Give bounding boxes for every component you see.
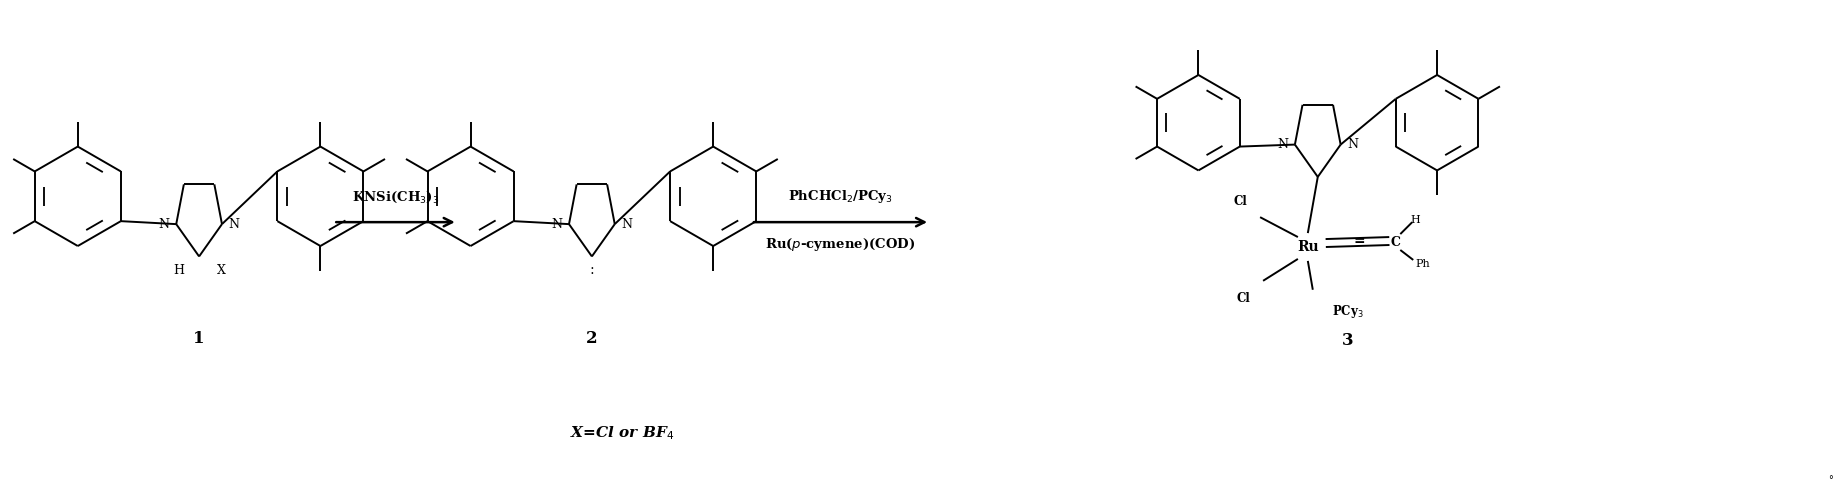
Text: Ru: Ru: [1297, 240, 1319, 254]
Text: °: °: [1828, 475, 1833, 485]
Text: Cl: Cl: [1236, 292, 1249, 305]
Text: PCy$_3$: PCy$_3$: [1332, 303, 1364, 320]
Text: H: H: [1410, 215, 1419, 225]
Text: X: X: [216, 264, 225, 277]
Text: Ru($p$-cymene)(COD): Ru($p$-cymene)(COD): [765, 236, 915, 253]
Text: N: N: [229, 218, 240, 231]
Text: N: N: [1277, 138, 1288, 151]
Text: N: N: [621, 218, 632, 231]
Text: :: :: [590, 263, 595, 277]
Text: N: N: [159, 218, 170, 231]
Text: 3: 3: [1342, 332, 1353, 349]
Text: 1: 1: [194, 330, 205, 347]
Text: 2: 2: [586, 330, 597, 347]
Text: Cl: Cl: [1233, 195, 1247, 208]
Text: C: C: [1390, 236, 1401, 248]
Text: PhCHCl$_2$/PCy$_3$: PhCHCl$_2$/PCy$_3$: [787, 188, 893, 205]
Text: N: N: [551, 218, 562, 231]
Text: KNSi(CH$_3$)$_3$: KNSi(CH$_3$)$_3$: [351, 190, 440, 205]
Text: X=Cl or BF$_4$: X=Cl or BF$_4$: [569, 424, 675, 442]
Text: N: N: [1347, 138, 1358, 151]
Text: H: H: [174, 264, 185, 277]
Text: =: =: [1355, 234, 1366, 248]
Text: Ph: Ph: [1416, 259, 1430, 269]
